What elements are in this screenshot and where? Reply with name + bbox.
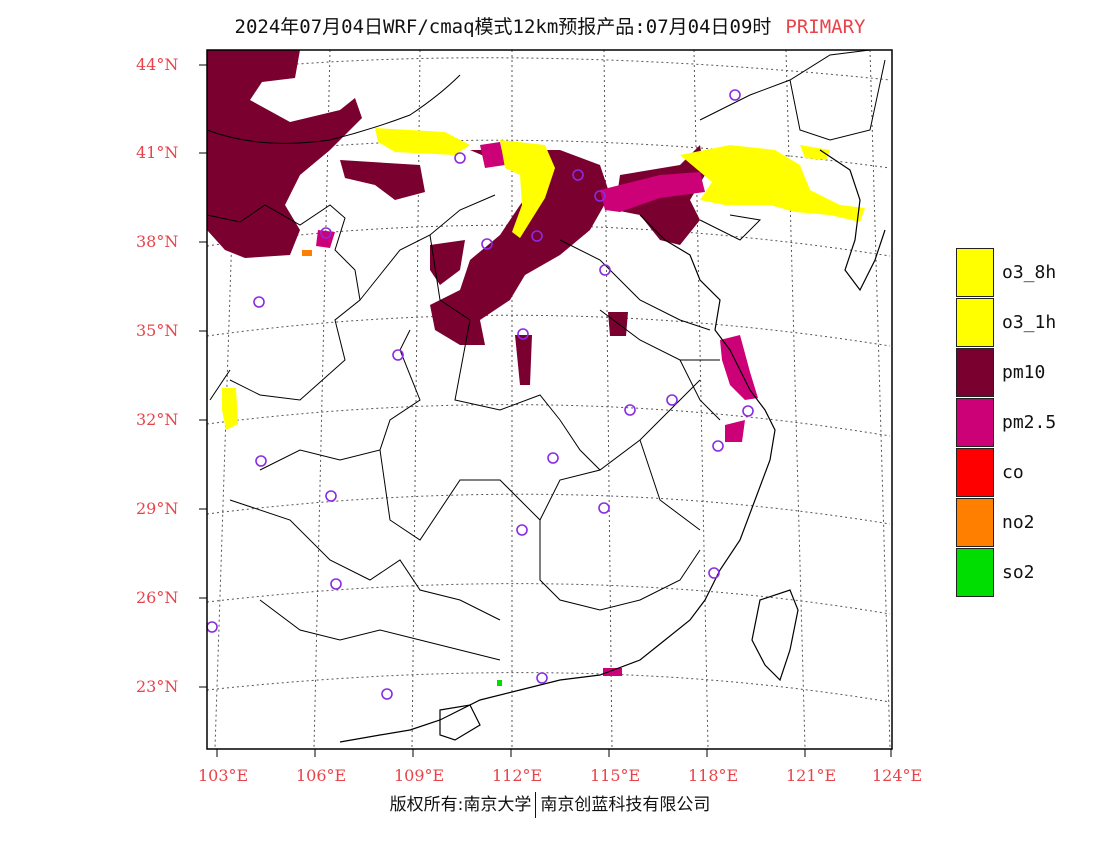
lon-label: 118°E — [688, 766, 739, 785]
station-marker — [531, 230, 543, 242]
legend-swatch — [956, 348, 994, 397]
lat-label: 41°N — [136, 143, 179, 162]
title-text: 2024年07月04日WRF/cmaq模式12km预报产品:07月04日09时 — [234, 16, 772, 38]
lon-label: 121°E — [786, 766, 837, 785]
footer-right: 南京创蓝科技有限公司 — [540, 795, 711, 815]
legend-label: co — [1002, 462, 1024, 483]
footer-separator — [535, 792, 537, 818]
station-marker — [729, 89, 741, 101]
station-marker — [381, 688, 393, 700]
no2-area — [302, 250, 312, 256]
station-marker — [320, 227, 332, 239]
copyright-footer: 版权所有:南京大学 南京创蓝科技有限公司 — [0, 790, 1100, 818]
station-marker — [392, 349, 404, 361]
province-boundaries — [206, 49, 886, 661]
legend-swatch — [956, 498, 994, 547]
lon-label: 103°E — [198, 766, 249, 785]
station-marker — [330, 578, 342, 590]
station-marker — [253, 296, 265, 308]
station-marker — [708, 567, 720, 579]
station-marker — [712, 440, 724, 452]
lat-label: 26°N — [136, 588, 179, 607]
legend-swatch — [956, 448, 994, 497]
o3-areas — [222, 128, 865, 430]
legend-item-no2: no2 — [956, 498, 1090, 548]
legend-item-pm25: pm2.5 — [956, 398, 1090, 448]
map-title: 2024年07月04日WRF/cmaq模式12km预报产品:07月04日09时 P… — [0, 12, 1100, 39]
coastline — [339, 149, 886, 743]
pollutant-legend: o3_8h o3_1h pm10 pm2.5 co no2 so2 — [956, 248, 1090, 598]
station-marker — [325, 490, 337, 502]
lon-label: 112°E — [492, 766, 543, 785]
station-marker — [624, 404, 636, 416]
lat-label: 29°N — [136, 499, 179, 518]
lat-label: 23°N — [136, 677, 179, 696]
legend-item-o3-1h: o3_1h — [956, 298, 1090, 348]
lat-label: 35°N — [136, 321, 179, 340]
legend-swatch — [956, 398, 994, 447]
legend-item-pm10: pm10 — [956, 348, 1090, 398]
lon-label: 109°E — [394, 766, 445, 785]
so2-area — [497, 680, 502, 686]
station-marker — [547, 452, 559, 464]
legend-label: pm2.5 — [1002, 412, 1057, 433]
station-marker — [666, 394, 678, 406]
legend-item-so2: so2 — [956, 548, 1090, 598]
station-marker — [517, 328, 529, 340]
lon-label: 115°E — [590, 766, 641, 785]
lat-label: 38°N — [136, 232, 179, 251]
station-marker — [742, 405, 754, 417]
legend-label: pm10 — [1002, 362, 1046, 383]
legend-swatch — [956, 248, 994, 297]
legend-label: so2 — [1002, 562, 1035, 583]
legend-swatch — [956, 548, 994, 597]
station-marker — [516, 524, 528, 536]
station-marker — [598, 502, 610, 514]
axis-ticks — [199, 64, 892, 757]
legend-item-o3-8h: o3_8h — [956, 248, 1090, 298]
legend-label: no2 — [1002, 512, 1035, 533]
station-marker — [536, 672, 548, 684]
footer-left: 版权所有:南京大学 — [389, 795, 532, 815]
title-tag: PRIMARY — [785, 16, 866, 38]
map-frame — [206, 49, 893, 750]
pm10-areas — [207, 50, 705, 385]
lat-label: 44°N — [136, 55, 179, 74]
station-marker — [206, 621, 218, 633]
monitoring-stations — [206, 89, 754, 700]
legend-label: o3_1h — [1002, 312, 1057, 333]
lat-label: 32°N — [136, 410, 179, 429]
station-marker — [599, 264, 611, 276]
station-marker — [255, 455, 267, 467]
legend-label: o3_8h — [1002, 262, 1057, 283]
legend-item-co: co — [956, 448, 1090, 498]
station-marker — [454, 152, 466, 164]
station-marker — [594, 190, 606, 202]
lon-label: 106°E — [296, 766, 347, 785]
station-marker — [572, 169, 584, 181]
lon-label: 124°E — [872, 766, 923, 785]
station-marker — [481, 238, 493, 250]
legend-swatch — [956, 298, 994, 347]
